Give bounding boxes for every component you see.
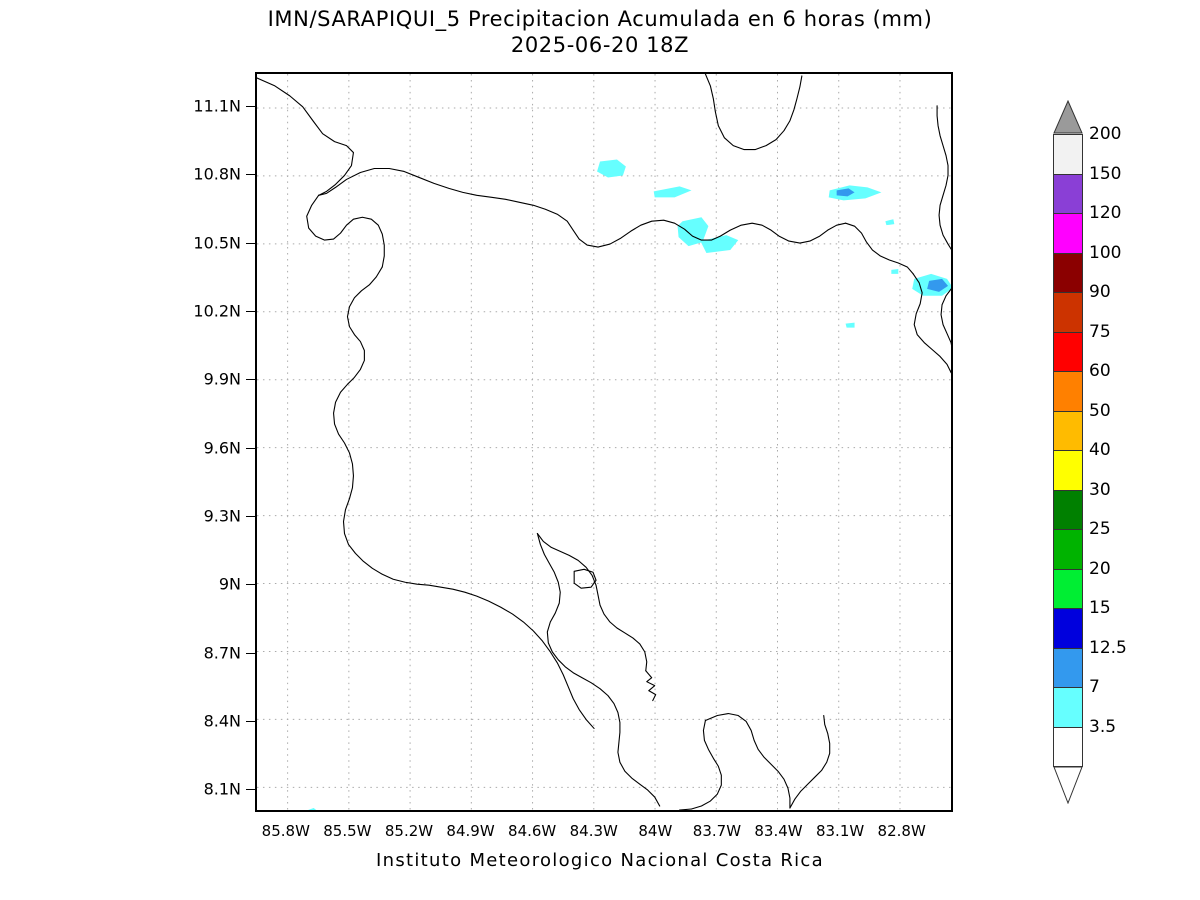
colorbar-swatch bbox=[1053, 450, 1083, 491]
colorbar-tick-label: 40 bbox=[1089, 440, 1111, 460]
y-axis-tick-mark bbox=[246, 311, 255, 313]
y-axis-tick-mark bbox=[246, 720, 255, 722]
colorbar-swatch bbox=[1053, 173, 1083, 214]
x-axis-labels: 85.8W 85.5W 85.2W 84.9W 84.6W 84.3W 84W 83.7W 83… bbox=[255, 812, 953, 852]
x-axis-tick-label: 85.5W bbox=[323, 822, 372, 840]
x-axis-tick-label: 82.8W bbox=[877, 822, 926, 840]
chart-title-line1: IMN/SARAPIQUI_5 Precipitacion Acumulada … bbox=[267, 7, 933, 31]
gridlines bbox=[257, 74, 951, 810]
x-axis-tick-label: 84.3W bbox=[569, 822, 618, 840]
map-plot-area bbox=[255, 72, 953, 812]
colorbar-tick-label: 200 bbox=[1089, 124, 1122, 144]
colorbar-swatch bbox=[1053, 213, 1083, 254]
y-axis-tick-mark bbox=[246, 106, 255, 108]
colorbar-swatch bbox=[1053, 726, 1083, 767]
colorbar-tick-label: 15 bbox=[1089, 598, 1111, 618]
y-axis-tick-label: 8.7N bbox=[203, 643, 241, 663]
colorbar-swatch bbox=[1053, 371, 1083, 412]
colorbar-tick-label: 120 bbox=[1089, 203, 1122, 223]
colorbar-swatch bbox=[1053, 647, 1083, 688]
y-axis-tick-mark bbox=[246, 379, 255, 381]
map-canvas bbox=[257, 74, 951, 810]
colorbar-tick-label: 25 bbox=[1089, 519, 1111, 539]
colorbar-tick-label: 75 bbox=[1089, 321, 1111, 342]
colorbar-over-arrow bbox=[1053, 100, 1083, 134]
colorbar-tick-label: 60 bbox=[1089, 361, 1111, 381]
y-axis-labels: 11.1N 10.8N 10.5N 10.2N 9.9N 9.6N 9.3N 9N 8.7N 8.… bbox=[0, 72, 255, 812]
colorbar-swatch bbox=[1053, 608, 1083, 649]
x-axis-tick-label: 84W bbox=[638, 822, 673, 840]
colorbar-swatch bbox=[1053, 252, 1083, 293]
y-axis-tick-mark bbox=[246, 447, 255, 449]
x-axis-tick-label: 84.9W bbox=[446, 822, 495, 840]
y-axis-tick-label: 10.8N bbox=[193, 164, 241, 184]
y-axis-tick-mark bbox=[246, 652, 255, 654]
colorbar-swatch bbox=[1053, 489, 1083, 530]
x-axis-tick-label: 85.8W bbox=[261, 822, 310, 840]
colorbar-swatch bbox=[1053, 292, 1083, 333]
y-axis-tick-label: 9N bbox=[218, 574, 241, 594]
colorbar-tick-label: 90 bbox=[1089, 282, 1111, 302]
x-axis-tick-label: 83.7W bbox=[692, 822, 742, 840]
colorbar-tick-label: 20 bbox=[1089, 558, 1111, 579]
colorbar-tick-label: 12.5 bbox=[1089, 637, 1127, 658]
y-axis-tick-mark bbox=[246, 174, 255, 176]
colorbar-tick-label: 150 bbox=[1089, 163, 1122, 184]
y-axis-tick-label: 9.3N bbox=[203, 506, 241, 526]
y-axis-tick-label: 11.1N bbox=[193, 96, 241, 116]
x-axis-tick-label: 85.2W bbox=[384, 822, 434, 840]
colorbar-swatch bbox=[1053, 529, 1083, 570]
y-axis-tick-label: 8.1N bbox=[203, 779, 241, 799]
chart-title: IMN/SARAPIQUI_5 Precipitacion Acumulada … bbox=[0, 6, 1200, 58]
colorbar-swatch bbox=[1053, 687, 1083, 728]
y-axis-tick-label: 9.6N bbox=[203, 438, 241, 458]
precipitation-contours bbox=[308, 159, 951, 810]
colorbar: 200 150 120 100 90 75 60 50 40 30 25 20 15 12.5 7 3.5 bbox=[1053, 100, 1127, 804]
chart-title-line2: 2025-06-20 18Z bbox=[510, 33, 690, 57]
colorbar-tick-label: 7 bbox=[1089, 677, 1100, 697]
y-axis-tick-label: 8.4N bbox=[203, 711, 241, 731]
colorbar-tick-label: 50 bbox=[1089, 400, 1111, 421]
colorbar-swatch bbox=[1053, 410, 1083, 451]
coastline-borders bbox=[257, 74, 951, 810]
y-axis-tick-mark bbox=[246, 242, 255, 244]
y-axis-tick-mark bbox=[246, 584, 255, 586]
y-axis-tick-label: 9.9N bbox=[203, 369, 241, 389]
y-axis-tick-label: 10.5N bbox=[193, 233, 241, 253]
figure-caption: Instituto Meteorologico Nacional Costa R… bbox=[376, 850, 824, 871]
colorbar-swatch bbox=[1053, 134, 1083, 175]
colorbar-under-arrow bbox=[1053, 766, 1083, 804]
x-axis-tick-label: 83.4W bbox=[754, 822, 803, 840]
colorbar-swatch bbox=[1053, 331, 1083, 372]
x-axis-tick-label: 83.1W bbox=[815, 822, 865, 840]
colorbar-tick-label: 3.5 bbox=[1089, 716, 1117, 737]
y-axis-tick-mark bbox=[246, 516, 255, 517]
colorbar-tick-label: 100 bbox=[1089, 242, 1122, 263]
colorbar-swatch bbox=[1053, 568, 1083, 609]
y-axis-tick-mark bbox=[246, 789, 255, 791]
colorbar-tick-label: 30 bbox=[1089, 479, 1111, 500]
y-axis-tick-label: 10.2N bbox=[193, 301, 241, 321]
x-axis-tick-label: 84.6W bbox=[508, 822, 557, 840]
